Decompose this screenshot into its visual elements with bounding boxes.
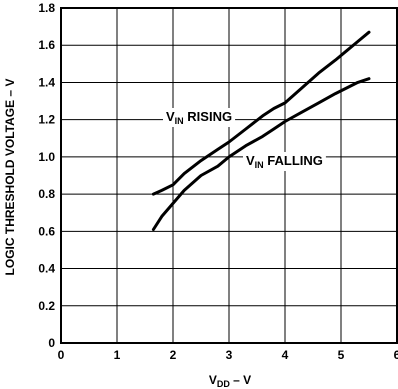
x-tick-label: 4 — [282, 348, 289, 362]
x-tick-labels: 0 1 2 3 4 5 6 — [58, 348, 398, 362]
y-tick-label: 1.8 — [38, 1, 55, 15]
label-background — [163, 108, 236, 127]
x-tick-label: 2 — [170, 348, 177, 362]
y-tick-label: 0.6 — [38, 224, 55, 238]
x-tick-label: 5 — [338, 348, 345, 362]
x-tick-label: 1 — [114, 348, 121, 362]
series-lines — [151, 30, 371, 231]
y-tick-labels: 0 0.2 0.4 0.6 0.8 1.0 1.2 1.4 1.6 1.8 — [38, 1, 55, 350]
plot-frame — [60, 7, 398, 344]
y-tick-label: 1.6 — [38, 38, 55, 52]
series-line-0 — [151, 30, 371, 196]
y-tick-label: 0.2 — [38, 299, 55, 313]
y-tick-label: 0 — [48, 336, 55, 350]
x-tick-label: 0 — [58, 348, 65, 362]
y-tick-label: 1.0 — [38, 150, 55, 164]
y-tick-label: 1.2 — [38, 113, 55, 127]
grid — [60, 7, 398, 344]
y-tick-label: 0.4 — [38, 262, 55, 276]
x-axis-title: VDD – V — [209, 373, 251, 389]
label-background — [243, 152, 326, 171]
series-line-1 — [151, 77, 371, 231]
y-axis-title: LOGIC THRESHOLD VOLTAGE – V — [3, 79, 17, 276]
falling-curve-label: VIN FALLING — [246, 153, 323, 170]
x-tick-label: 6 — [394, 348, 398, 362]
x-tick-label: 3 — [226, 348, 233, 362]
y-tick-label: 0.8 — [38, 187, 55, 201]
rising-curve-label: VIN RISING — [166, 109, 232, 126]
y-tick-label: 1.4 — [38, 75, 55, 89]
